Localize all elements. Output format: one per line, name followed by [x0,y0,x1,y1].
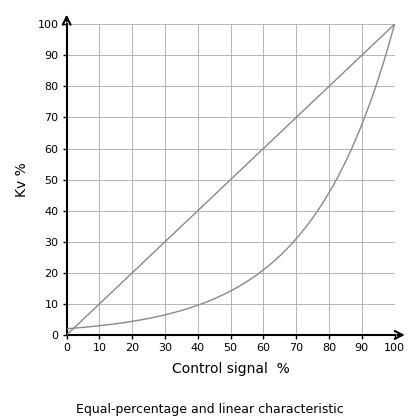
X-axis label: Control signal  %: Control signal % [172,362,289,375]
Y-axis label: Kv %: Kv % [15,162,29,197]
Text: Equal-percentage and linear characteristic: Equal-percentage and linear characterist… [76,403,344,416]
